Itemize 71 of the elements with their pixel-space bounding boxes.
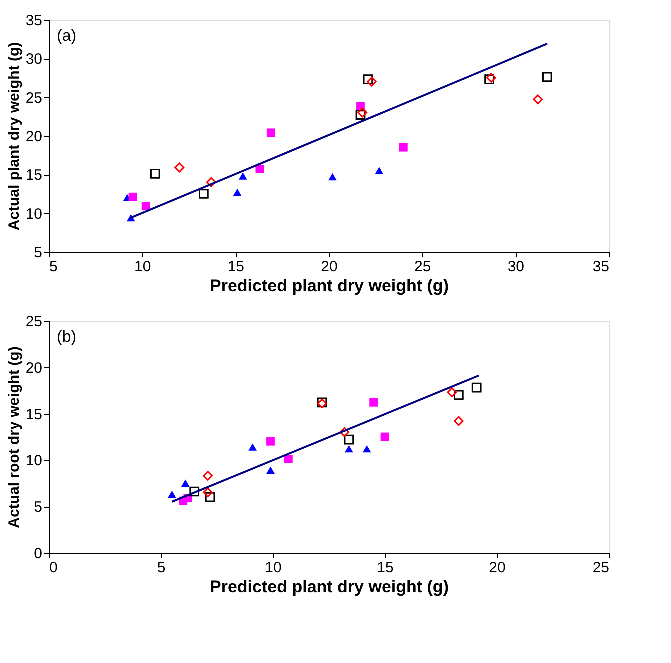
point: [344, 434, 354, 445]
point: [533, 94, 543, 105]
y-tick-label: 15: [26, 167, 42, 184]
x-tick-label: 5: [157, 560, 166, 576]
point: [199, 189, 209, 199]
point: [266, 437, 275, 446]
point: [203, 488, 213, 498]
point: [206, 177, 216, 188]
point: [128, 192, 138, 202]
x-tick-label: 5: [50, 258, 58, 276]
point: [358, 108, 368, 118]
point: [340, 427, 350, 438]
x-tick-label: 10: [265, 560, 282, 576]
x-tick-label: 15: [377, 560, 394, 576]
y-axis-title: Actual root dry weight (g): [6, 346, 23, 528]
y-tick-label: 15: [26, 406, 42, 424]
y-tick-label: 35: [26, 12, 42, 30]
y-tick-label: 20: [26, 360, 42, 377]
y-tick-label: 30: [26, 51, 42, 68]
point: [356, 110, 366, 120]
y-tick-label: 25: [26, 90, 42, 107]
y-tick-label: 25: [26, 314, 42, 330]
point: [542, 72, 552, 82]
point: [181, 480, 190, 488]
point: [472, 382, 482, 393]
point: [168, 490, 176, 498]
point: [375, 167, 384, 174]
point: [150, 168, 160, 179]
x-tick-label: 25: [414, 258, 432, 276]
annotation: (b): [57, 329, 77, 346]
point: [363, 74, 374, 84]
point: [367, 76, 377, 87]
point: [399, 143, 408, 152]
point: [447, 388, 458, 398]
point: [248, 444, 258, 451]
point: [256, 165, 264, 174]
point: [454, 390, 464, 400]
point: [380, 432, 390, 442]
annotation: (a): [57, 28, 77, 45]
point: [233, 188, 242, 196]
x-tick-label: 30: [508, 258, 525, 276]
point: [205, 492, 216, 502]
x-axis-title: Predicted plant dry weight (g): [210, 276, 449, 296]
point: [284, 455, 293, 464]
x-tick-label: 10: [134, 258, 152, 276]
point: [328, 173, 337, 181]
point: [362, 445, 372, 453]
y-axis-title: Actual plant dry weight (g): [6, 42, 23, 231]
point: [174, 162, 185, 173]
y-tick-label: 10: [26, 206, 42, 223]
y-tick-label: 5: [34, 499, 42, 516]
point: [203, 471, 213, 481]
y-tick-label: 10: [26, 452, 42, 470]
y-tick-label: 0: [34, 546, 42, 562]
y-tick-label: 20: [26, 128, 42, 146]
point: [190, 486, 200, 497]
x-tick-label: 20: [489, 560, 506, 576]
x-tick-label: 20: [321, 258, 338, 276]
point: [370, 398, 378, 407]
x-axis-title: Predicted plant dry weight (g): [210, 578, 449, 596]
point: [238, 172, 248, 180]
point: [454, 416, 464, 426]
point: [344, 445, 354, 453]
point: [142, 202, 150, 211]
x-tick-label: 25: [592, 560, 610, 576]
y-tick-label: 5: [34, 244, 42, 262]
x-tick-label: 15: [228, 258, 245, 276]
x-tick-label: 35: [592, 258, 610, 276]
point: [266, 466, 275, 474]
x-tick-label: 0: [50, 560, 58, 576]
point: [266, 128, 276, 138]
